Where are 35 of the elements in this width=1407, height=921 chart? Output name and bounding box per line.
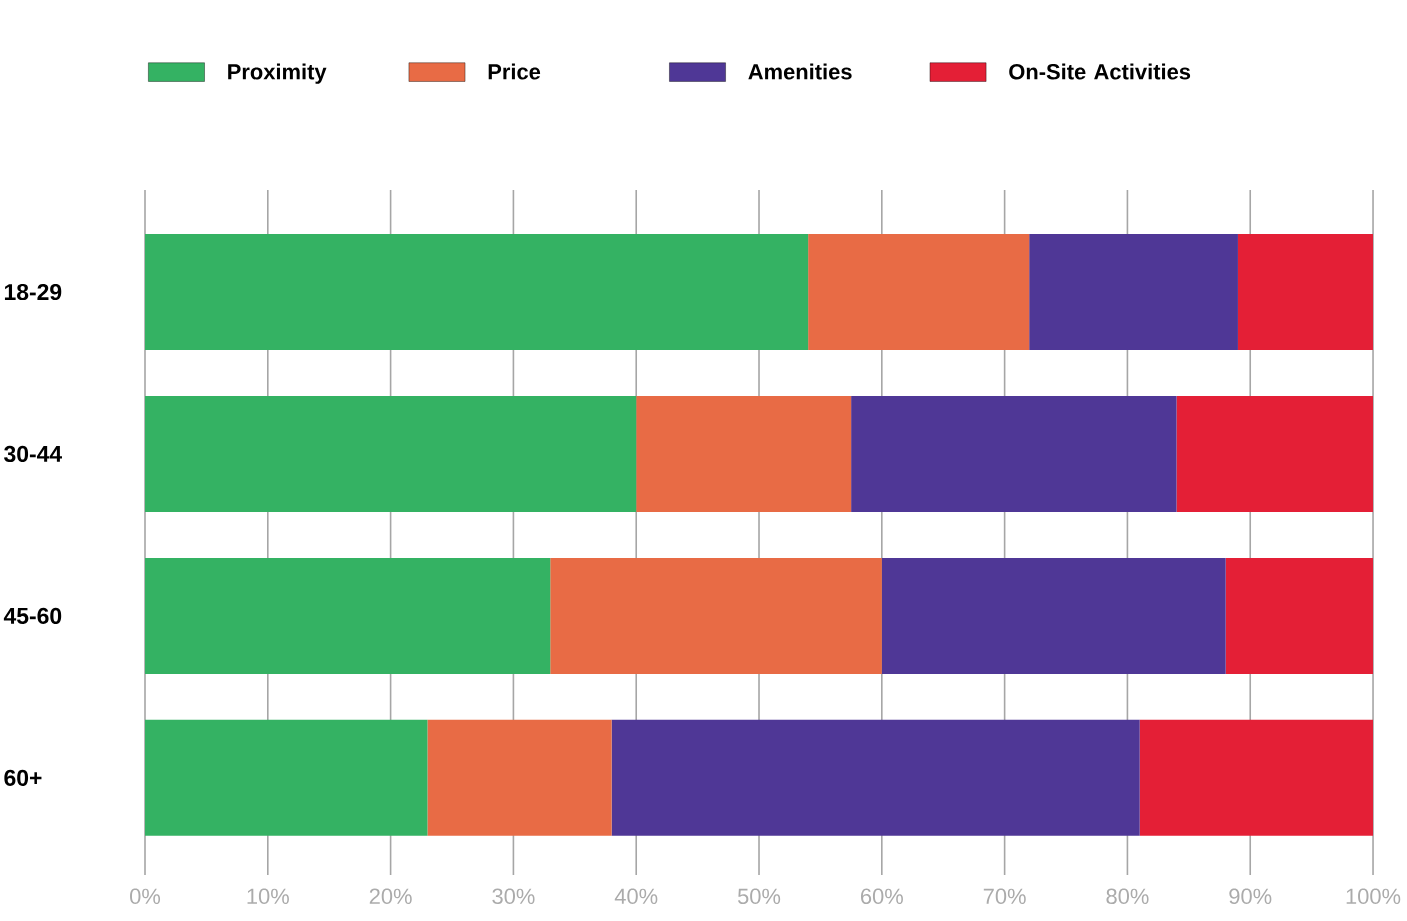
bar [881,557,1226,674]
x-tick-label: 60% [861,888,903,905]
bar [145,719,428,836]
bar [145,234,809,351]
y-tick-label: 18-29 [4,283,62,301]
x-tick-label: 0% [130,888,161,905]
x-tick-label: 40% [614,888,658,905]
bar [1139,719,1374,836]
x-tick-label: 10% [247,888,289,905]
bar [808,234,1030,351]
bar [145,557,551,674]
bar [851,395,1177,512]
bar [145,395,637,512]
y-tick-label: 30-44 [4,445,62,463]
bar [550,557,882,674]
legend-label: On-Site Activities [1009,63,1191,80]
x-tick-label: 20% [369,888,412,905]
legend-label: Price [488,63,541,80]
y-tick-label: 45-60 [3,607,62,625]
x-tick-label: 90% [1229,888,1272,905]
bar [611,719,1140,836]
x-tick-label: 70% [983,888,1026,905]
x-tick-label: 80% [1106,888,1149,905]
x-tick-label: 100% [1346,888,1401,905]
bar [427,719,612,836]
bar [1237,234,1374,351]
bar [1225,557,1374,674]
bar [1029,234,1238,351]
bar [636,395,852,512]
y-tick-label: 60+ [4,769,42,786]
x-tick-label: 50% [737,888,781,905]
legend-label: Proximity [228,63,327,84]
x-tick-label: 30% [492,888,535,905]
legend-label: Amenities [748,63,852,80]
bar [1176,395,1374,512]
